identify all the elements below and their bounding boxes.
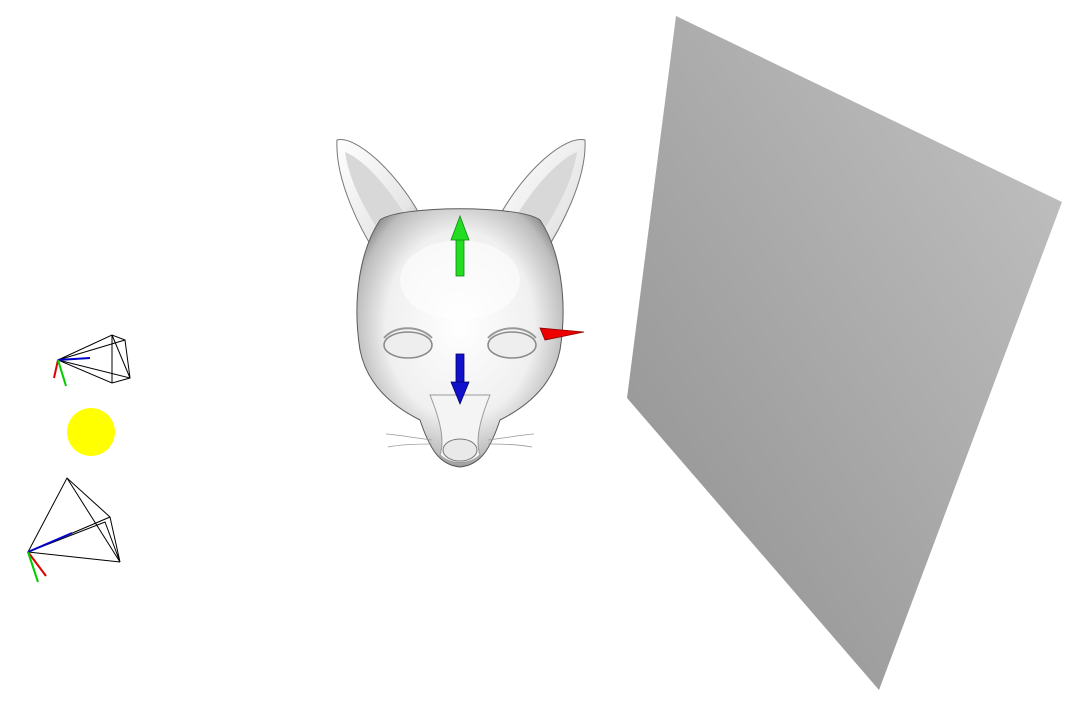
- nose: [442, 438, 478, 462]
- z-axis-arrow[interactable]: [450, 353, 470, 406]
- gray-plane[interactable]: [627, 16, 1062, 690]
- camera-frustum-lower[interactable]: [26, 477, 121, 583]
- whiskers: [385, 433, 535, 448]
- x-axis-arrow[interactable]: [539, 327, 585, 341]
- y-axis-arrow[interactable]: [450, 214, 470, 277]
- camera-frustum-upper[interactable]: [53, 334, 131, 387]
- light-source[interactable]: [67, 408, 115, 456]
- transform-gizmo[interactable]: [450, 214, 585, 406]
- cat-head-model[interactable]: [336, 139, 586, 468]
- left-eye: [383, 331, 433, 359]
- right-eye: [487, 331, 537, 359]
